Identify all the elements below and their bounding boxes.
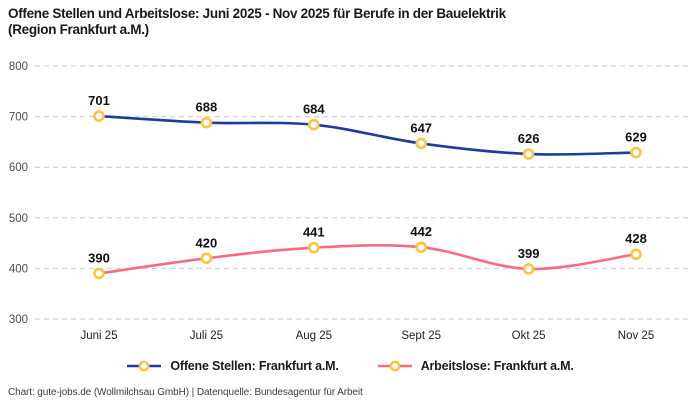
y-axis-tick-label: 500 xyxy=(9,213,28,225)
legend-item-offene-stellen[interactable]: Offene Stellen: Frankfurt a.M. xyxy=(126,359,339,373)
data-point-marker[interactable] xyxy=(93,267,105,280)
data-point-label: 420 xyxy=(196,235,218,250)
legend-label-arbeitslose: Arbeitslose: Frankfurt a.M. xyxy=(420,359,574,373)
x-axis-tick-label: Juni 25 xyxy=(80,330,117,342)
data-point-label: 399 xyxy=(518,246,540,261)
x-axis-tick-label: Sept 25 xyxy=(401,330,441,342)
data-point-label: 626 xyxy=(518,131,540,146)
data-point-marker[interactable] xyxy=(630,248,642,261)
data-point-marker[interactable] xyxy=(307,241,320,254)
x-axis-tick-label: Okt 25 xyxy=(512,330,546,342)
data-point-marker[interactable] xyxy=(415,137,428,150)
legend-label-offene-stellen: Offene Stellen: Frankfurt a.M. xyxy=(170,359,339,373)
data-point-label: 390 xyxy=(88,250,110,265)
y-axis-tick-label: 600 xyxy=(9,162,28,174)
chart-title-line1: Offene Stellen und Arbeitslose: Juni 202… xyxy=(8,6,506,21)
series-line-1 xyxy=(97,243,638,275)
chart-title: Offene Stellen und Arbeitslose: Juni 202… xyxy=(8,6,506,38)
legend: Offene Stellen: Frankfurt a.M. Arbeitslo… xyxy=(0,359,700,373)
y-axis-tick-label: 800 xyxy=(9,61,28,73)
x-axis-tick-label: Juli 25 xyxy=(190,330,223,342)
data-point-marker[interactable] xyxy=(522,263,535,275)
data-point-marker[interactable] xyxy=(200,252,213,265)
data-point-label: 629 xyxy=(625,130,647,145)
x-axis-tick-label: Nov 25 xyxy=(618,330,654,342)
y-axis-tick-label: 700 xyxy=(9,112,28,124)
data-point-label: 701 xyxy=(88,93,110,108)
chart-title-line2: (Region Frankfurt a.M.) xyxy=(8,22,149,37)
legend-item-arbeitslose[interactable]: Arbeitslose: Frankfurt a.M. xyxy=(377,359,574,373)
data-point-label: 442 xyxy=(410,224,432,239)
data-point-marker[interactable] xyxy=(630,146,642,159)
data-point-label: 441 xyxy=(303,225,325,240)
x-axis-tick-label: Aug 25 xyxy=(296,330,332,342)
data-point-marker[interactable] xyxy=(200,116,213,129)
legend-line-marker-icon xyxy=(377,360,412,372)
y-axis-tick-label: 400 xyxy=(9,263,28,275)
data-point-label: 647 xyxy=(410,120,432,135)
data-point-label: 688 xyxy=(196,100,218,115)
line-chart-plot: 300 400 500 600 700 800 Juni 25 Juli 25 Aug 25 Se… xyxy=(9,61,692,342)
series-line-0 xyxy=(97,114,638,156)
data-point-marker[interactable] xyxy=(415,241,428,253)
chart-credit: Chart: gute-jobs.de (Wollmilchsau GmbH) … xyxy=(8,387,363,398)
data-point-marker[interactable] xyxy=(93,110,105,122)
legend-line-marker-icon xyxy=(127,360,162,372)
data-point-label: 428 xyxy=(625,231,647,246)
y-axis-tick-label: 300 xyxy=(9,314,28,326)
data-point-label: 684 xyxy=(303,102,325,117)
data-point-marker[interactable] xyxy=(307,118,320,131)
data-point-marker[interactable] xyxy=(522,148,535,160)
